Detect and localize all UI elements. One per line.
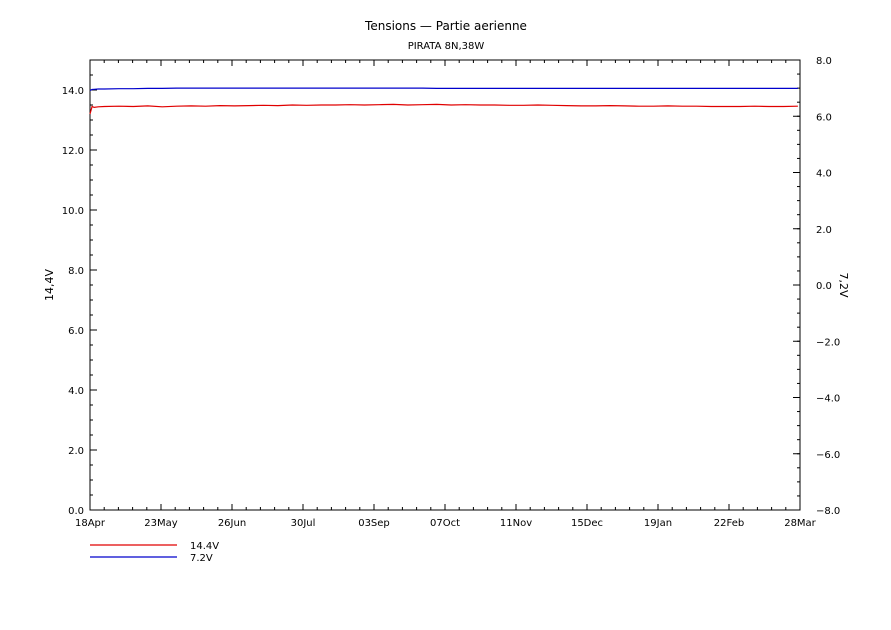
legend: 14.4V7.2V [90,541,219,564]
y-right-tick-label: −6.0 [816,450,840,461]
x-tick-label: 15Dec [571,518,603,529]
chart-subtitle: PIRATA 8N,38W [408,41,485,52]
y-left-tick-label: 2.0 [68,446,84,457]
y-right-tick-label: 6.0 [816,112,832,123]
x-tick-label: 28Mar [784,518,816,529]
y-right-tick-label: −8.0 [816,506,840,517]
y-left-tick-label: 0.0 [68,506,84,517]
x-tick-label: 22Feb [714,518,744,529]
y-left-tick-label: 4.0 [68,386,84,397]
y-right-tick-label: −2.0 [816,337,840,348]
chart-title: Tensions — Partie aerienne [364,19,527,33]
y-axis-left-label: 14,4V [43,269,56,301]
x-tick-label: 30Jul [291,518,316,529]
x-tick-label: 23May [144,518,177,529]
x-tick-label: 03Sep [358,518,390,529]
axes-layer: 18Apr 23May 26Jun 30Jul 03Sep 07Oct 11Nov 15Dec… [62,56,841,529]
series-layer [89,87,798,115]
x-tick-label: 26Jun [218,518,246,529]
y-right-tick-label: 0.0 [816,281,832,292]
y-right-tick-label: 8.0 [816,56,832,67]
legend-label: 14.4V [190,541,219,552]
series-line-7-2v [89,87,798,91]
y-left-tick-label: 14.0 [62,86,84,97]
legend-label: 7.2V [190,553,213,564]
y-left-tick-label: 8.0 [68,266,84,277]
series-line-14-4v [89,103,798,115]
y-right-tick-label: 2.0 [816,225,832,236]
x-tick-label: 07Oct [430,518,460,529]
y-axis-right-label: 7,2V [837,272,850,297]
y-left-tick-label: 10.0 [62,206,84,217]
plot-frame [89,59,801,511]
y-right-tick-label: 4.0 [816,169,832,180]
y-right-tick-label: −4.0 [816,394,840,405]
y-left-tick-label: 12.0 [62,146,84,157]
y-left-tick-label: 6.0 [68,326,84,337]
x-tick-label: 11Nov [500,518,532,529]
x-tick-label: 19Jan [644,518,672,529]
x-tick-label: 18Apr [75,518,106,529]
